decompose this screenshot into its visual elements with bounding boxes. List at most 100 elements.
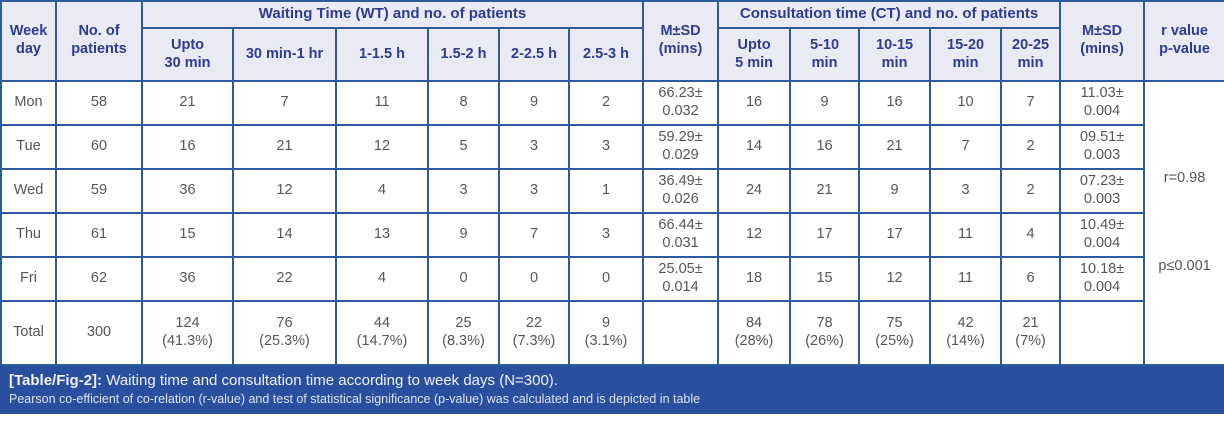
ct-cell: 11 [929,212,1003,258]
day-cell: Fri [0,256,57,302]
data-table: Week day No. of patients Waiting Time (W… [0,0,1224,366]
table-row: Tue 60 16 21 12 5 3 3 59.29± 0.029 14 16… [0,124,1224,170]
ct-cell: 17 [858,212,932,258]
wt-msd-cell: 59.29± 0.029 [642,124,720,170]
ct-cell: 2 [1000,168,1062,214]
ct-cell: 24 [717,168,792,214]
wt-cell: 22 (7.3%) [498,300,570,366]
wt-cell: 76 (25.3%) [232,300,337,366]
wt-cell: 36 [141,256,234,302]
wt-cell: 7 [232,80,337,126]
ct-cell: 2 [1000,124,1062,170]
ct-cell: 17 [789,212,861,258]
ct-cell: 12 [717,212,792,258]
wt-cell: 21 [141,80,234,126]
header-week-day: Week day [0,0,57,82]
ct-msd-cell [1059,300,1146,366]
wt-cell: 2 [567,80,645,126]
wt-msd-cell: 36.49± 0.026 [642,168,720,214]
ct-cell: 9 [858,168,932,214]
header-wt-col: 1.5-2 h [427,27,500,82]
wt-cell: 3 [498,168,570,214]
ct-cell: 14 [717,124,792,170]
wt-cell: 3 [498,124,570,170]
header-wt-group: Waiting Time (WT) and no. of patients [140,0,645,29]
wt-cell: 1 [567,168,645,214]
day-cell: Total [0,300,57,366]
day-cell: Tue [0,124,57,170]
wt-cell: 124 (41.3%) [141,300,234,366]
wt-cell: 21 [232,124,337,170]
wt-cell: 9 [427,212,500,258]
header-ct-col: 10-15 min [858,27,932,82]
table-row: Wed 59 36 12 4 3 3 1 36.49± 0.026 24 21 … [0,168,1224,214]
header-ct-col: 5-10 min [789,27,861,82]
caption-bar: [Table/Fig-2]: Waiting time and consulta… [0,366,1224,414]
header-sub-row: Upto 30 min 30 min-1 hr 1-1.5 h 1.5-2 h … [1,27,1224,82]
n-cell: 61 [55,212,143,258]
day-cell: Wed [0,168,57,214]
wt-cell: 22 [232,256,337,302]
n-cell: 59 [55,168,143,214]
caption-note: Pearson co-efficient of co-relation (r-v… [9,391,701,406]
header-wt-col: Upto 30 min [141,27,234,82]
header-wt-msd: M±SD (mins) [642,0,720,82]
caption-title-line: [Table/Fig-2]: Waiting time and consulta… [9,371,1214,391]
wt-msd-cell [642,300,720,366]
header-wt-col: 2.5-3 h [567,27,645,82]
n-cell: 62 [55,256,143,302]
ct-cell: 11 [929,256,1003,302]
wt-cell: 4 [335,256,429,302]
wt-cell: 13 [335,212,429,258]
ct-cell: 21 (7%) [1000,300,1062,366]
wt-msd-cell: 66.44± 0.031 [642,212,720,258]
r-value: r=0.98 [1163,170,1206,187]
ct-cell: 12 [858,256,932,302]
r-p-cell: r=0.98 p≤0.001 [1143,80,1224,366]
ct-cell: 21 [858,124,932,170]
wt-cell: 8 [427,80,500,126]
wt-cell: 7 [498,212,570,258]
table-fig-2: Week day No. of patients Waiting Time (W… [0,0,1224,414]
n-cell: 60 [55,124,143,170]
header-no-of-patients: No. of patients [55,0,143,82]
ct-cell: 7 [1000,80,1062,126]
header-ct-col: Upto 5 min [717,27,792,82]
wt-cell: 14 [232,212,337,258]
ct-cell: 75 (25%) [858,300,932,366]
ct-msd-cell: 11.03± 0.004 [1059,80,1146,126]
wt-cell: 5 [427,124,500,170]
caption-label: [Table/Fig-2]: [9,372,103,389]
ct-msd-cell: 07.23± 0.003 [1059,168,1146,214]
header-wt-col: 2-2.5 h [498,27,570,82]
ct-cell: 18 [717,256,792,302]
table-row: Thu 61 15 14 13 9 7 3 66.44± 0.031 12 17… [0,212,1224,258]
ct-msd-cell: 10.49± 0.004 [1059,212,1146,258]
ct-msd-cell: 10.18± 0.004 [1059,256,1146,302]
wt-cell: 12 [232,168,337,214]
ct-cell: 78 (26%) [789,300,861,366]
ct-cell: 16 [858,80,932,126]
header-r-p: r value p-value [1143,0,1224,82]
wt-msd-cell: 66.23± 0.032 [642,80,720,126]
wt-cell: 3 [567,212,645,258]
header-wt-col: 1-1.5 h [335,27,429,82]
wt-cell: 9 [498,80,570,126]
n-cell: 300 [55,300,143,366]
p-value: p≤0.001 [1158,257,1211,274]
wt-cell: 11 [335,80,429,126]
header-ct-col: 15-20 min [929,27,1003,82]
wt-cell: 9 (3.1%) [567,300,645,366]
wt-cell: 25 (8.3%) [427,300,500,366]
wt-cell: 16 [141,124,234,170]
ct-cell: 7 [929,124,1003,170]
ct-cell: 21 [789,168,861,214]
wt-cell: 3 [427,168,500,214]
ct-cell: 16 [717,80,792,126]
wt-cell: 4 [335,168,429,214]
wt-cell: 0 [427,256,500,302]
ct-cell: 16 [789,124,861,170]
ct-cell: 6 [1000,256,1062,302]
ct-cell: 3 [929,168,1003,214]
wt-cell: 12 [335,124,429,170]
